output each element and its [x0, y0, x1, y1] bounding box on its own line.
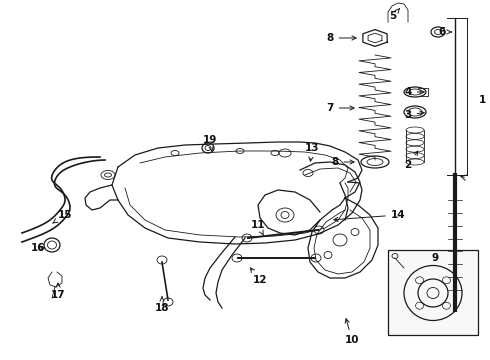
Text: 16: 16	[31, 243, 45, 253]
Text: 10: 10	[345, 319, 359, 345]
Bar	[388, 250, 478, 335]
Text: 9: 9	[431, 253, 439, 263]
Text: 15: 15	[52, 210, 72, 223]
Text: 5: 5	[390, 9, 399, 21]
Text: 18: 18	[155, 297, 169, 313]
Text: 19: 19	[203, 135, 217, 151]
Text: 17: 17	[50, 283, 65, 300]
Text: 7: 7	[326, 103, 354, 113]
Text: 14: 14	[334, 210, 405, 221]
Text: 2: 2	[404, 151, 418, 170]
Text: 11: 11	[251, 220, 265, 235]
Text: 8: 8	[326, 33, 356, 43]
Text: 8: 8	[331, 157, 354, 167]
Text: 1: 1	[478, 95, 486, 105]
Text: 13: 13	[305, 143, 319, 161]
Text: 12: 12	[250, 268, 267, 285]
Text: 3: 3	[404, 110, 424, 120]
Text: 4: 4	[404, 87, 424, 97]
Text: 6: 6	[439, 27, 451, 37]
